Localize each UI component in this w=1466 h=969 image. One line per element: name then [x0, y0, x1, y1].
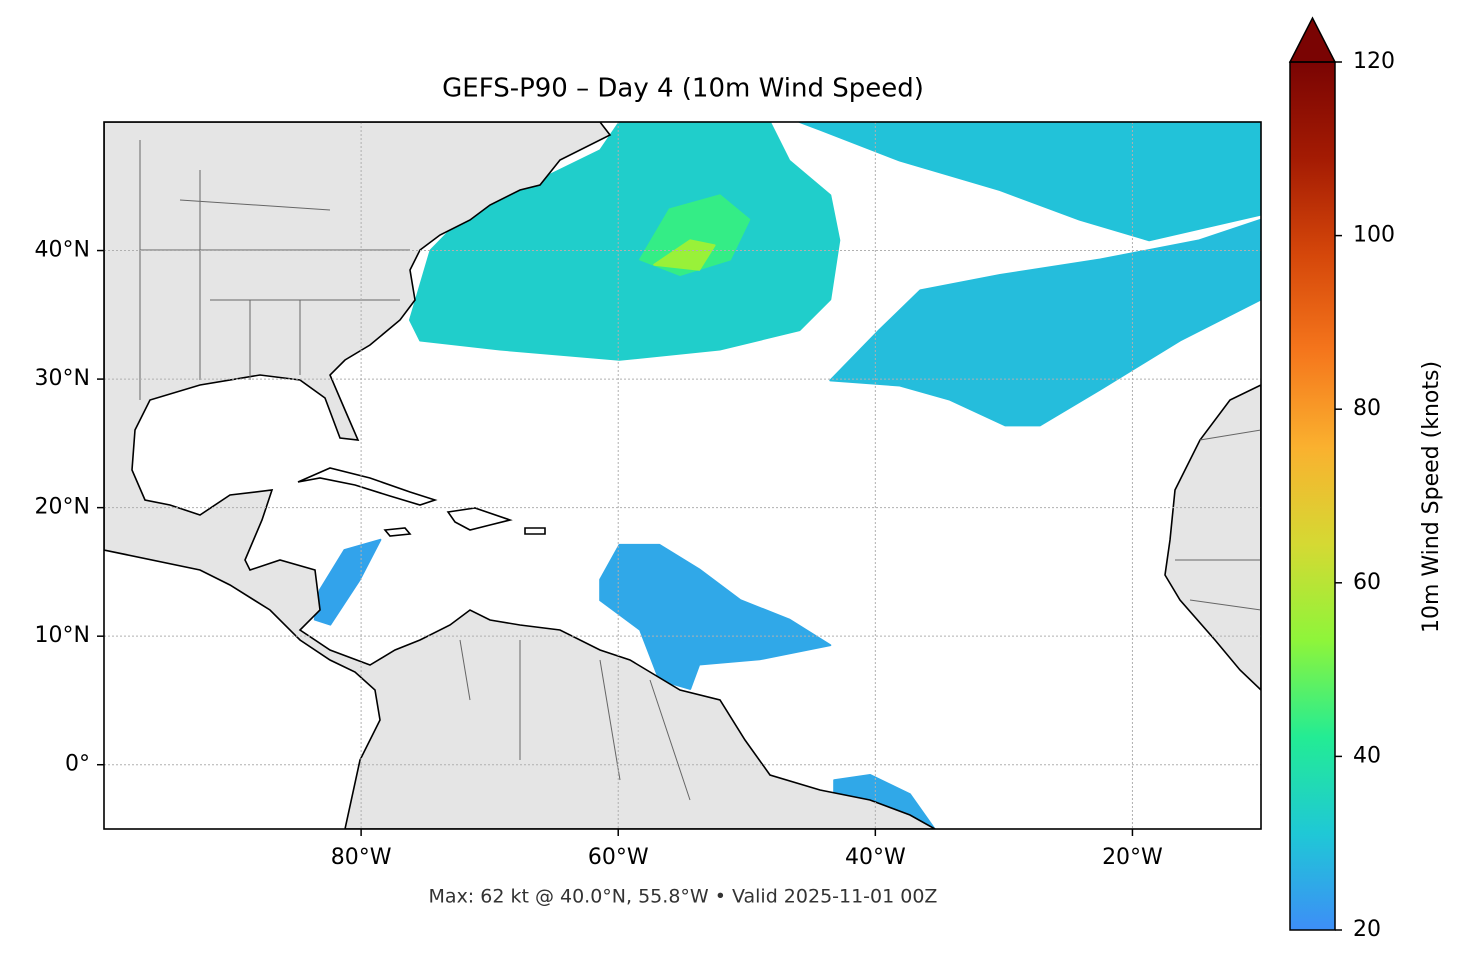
colorbar-tick-label: 60 [1353, 570, 1381, 595]
colorbar-extend [1288, 16, 1337, 63]
x-tick-label: 20°W [1102, 845, 1163, 870]
x-tick-label: 60°W [588, 845, 649, 870]
map-area [104, 122, 1261, 829]
axes: 80°W 60°W 40°W 20°W 0° 10°N 20°N 30°N 40°N [35, 238, 1164, 870]
wind-area [653, 239, 716, 271]
cuba [297, 467, 438, 506]
hispaniola [446, 507, 513, 531]
colorbar-tick-label: 100 [1353, 223, 1395, 248]
y-tick-label: 40°N [35, 238, 90, 263]
chart-title: GEFS-P90 – Day 4 (10m Wind Speed) [442, 74, 924, 104]
jamaica [383, 527, 412, 537]
colorbar-label: 10m Wind Speed (knots) [1419, 361, 1444, 633]
americas-land [104, 122, 937, 829]
y-tick-label: 20°N [35, 495, 90, 520]
colorbar-tick-label: 20 [1353, 917, 1381, 942]
colorbar-tick-label: 40 [1353, 743, 1381, 768]
wind-area [599, 543, 832, 690]
colorbar-frame [1289, 61, 1336, 931]
colorbar-body [1290, 62, 1335, 930]
footer-note: Max: 62 kt @ 40.0°N, 55.8°W • Valid 2025… [429, 886, 938, 908]
x-tick-label: 40°W [845, 845, 906, 870]
colorbar-tick-label: 80 [1353, 396, 1381, 421]
wind-area [829, 218, 1261, 427]
y-tick-label: 30°N [35, 366, 90, 391]
wind-area [313, 538, 382, 626]
colorbar: 20 40 60 80 100 120 [1288, 16, 1395, 942]
colorbar-tick-label: 120 [1353, 49, 1395, 74]
y-tick-label: 10°N [35, 623, 90, 648]
map-frame [103, 121, 1262, 830]
wind-layer [313, 122, 1261, 829]
x-tick-label: 80°W [331, 845, 392, 870]
wind-area [798, 122, 1261, 242]
y-tick-label: 0° [65, 752, 90, 777]
puerto-rico [524, 527, 546, 535]
africa-land [1164, 384, 1261, 692]
borders [139, 140, 1261, 801]
grid [104, 122, 1261, 829]
